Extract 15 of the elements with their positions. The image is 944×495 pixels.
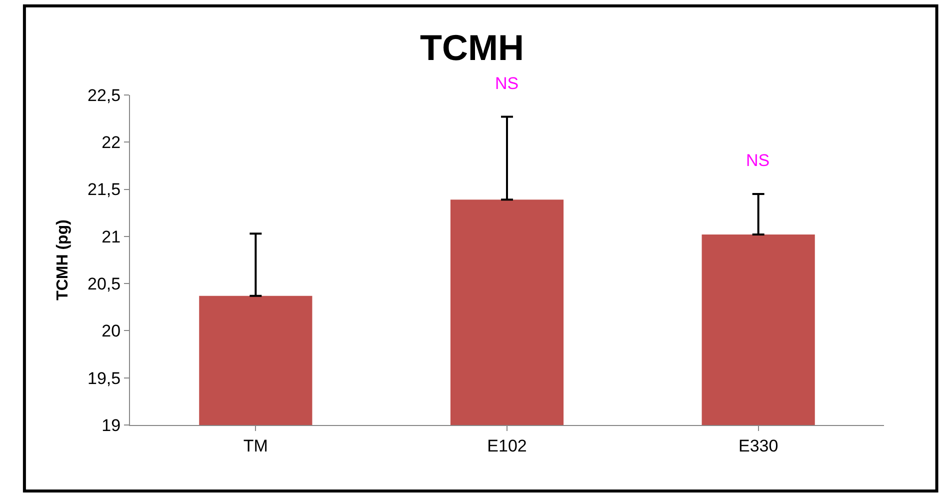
y-tick-label: 22 [102, 133, 121, 152]
y-tick-label: 21 [102, 227, 121, 246]
y-tick-label: 19 [102, 416, 121, 435]
annotation: NS [495, 74, 519, 93]
chart-title: TCMH [420, 26, 524, 68]
y-tick-label: 19,5 [88, 368, 121, 388]
y-axis-title: TCMH (pg) [54, 220, 72, 300]
annotation: NS [746, 151, 770, 170]
y-tick-label: 20,5 [88, 274, 121, 294]
y-tick-label: 20 [102, 322, 121, 341]
x-tick-label: E330 [738, 436, 778, 456]
x-tick-label: TM [243, 436, 268, 456]
x-tick-label: E102 [487, 436, 527, 456]
y-tick-label: 21,5 [88, 180, 121, 200]
y-tick-label: 22,5 [88, 86, 121, 105]
